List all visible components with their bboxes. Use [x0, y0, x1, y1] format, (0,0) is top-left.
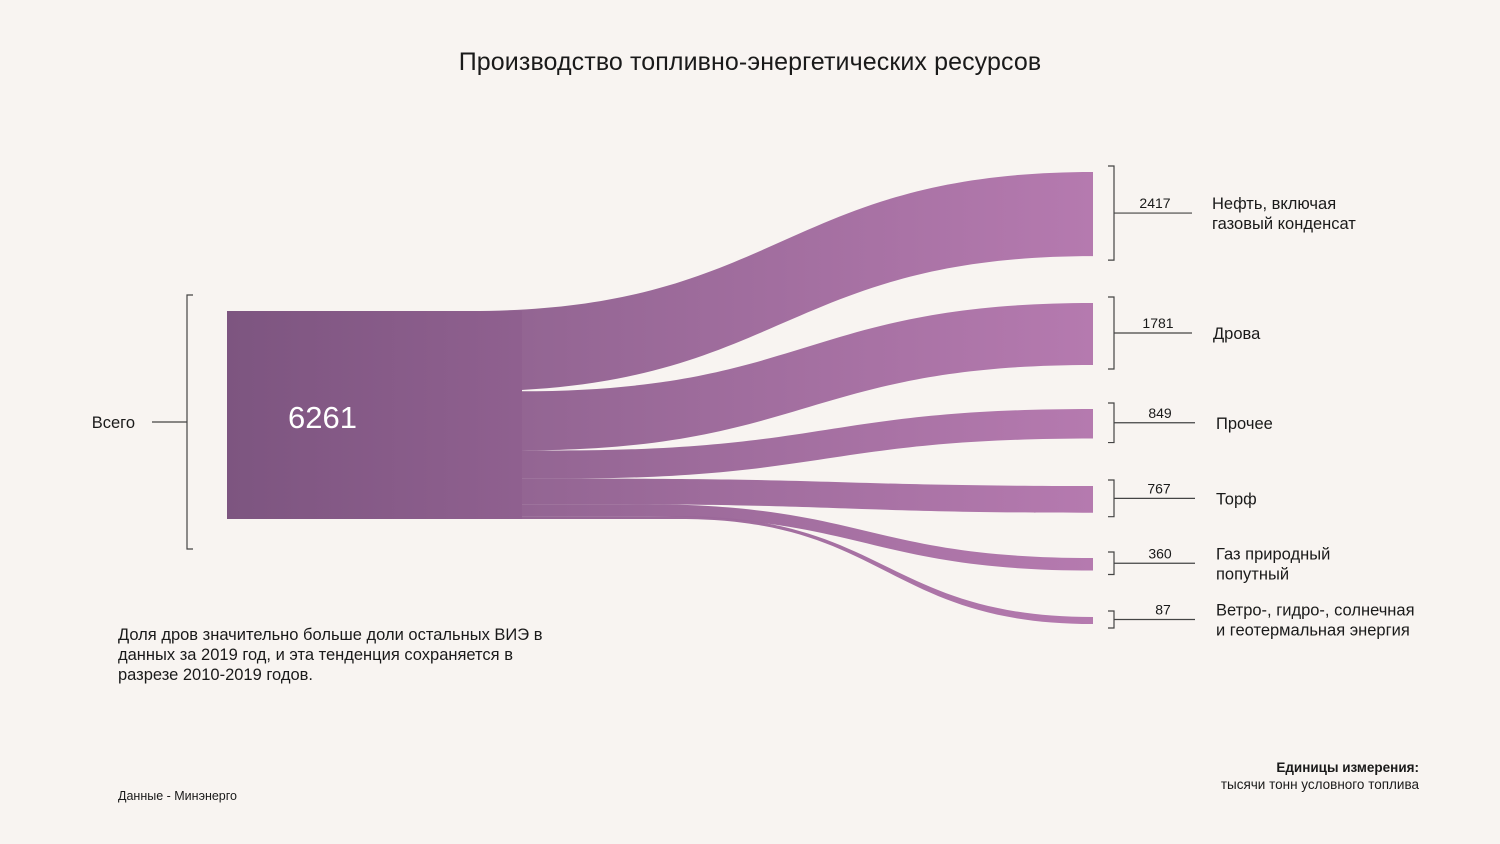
flow-band-6 [227, 516, 1093, 624]
target-value-6: 87 [1155, 602, 1171, 618]
target-bracket-1 [1108, 165, 1115, 261]
target-label-1: Нефть, включая [1212, 195, 1336, 213]
target-bracket-3 [1108, 402, 1115, 444]
source-bracket [186, 294, 193, 550]
target-value-4: 767 [1147, 480, 1171, 496]
source-label: Всего [92, 414, 135, 432]
insight-note: Доля дров значительно больше доли осталь… [118, 626, 543, 684]
target-label-5: Газ природный [1216, 545, 1330, 563]
target-label-2: Дрова [1213, 325, 1261, 343]
units-heading: Единицы измерения: [1276, 760, 1419, 775]
target-label-1: газовый конденсат [1212, 215, 1356, 233]
target-label-6: и геотермальная энергия [1216, 622, 1410, 640]
target-value-1: 2417 [1139, 195, 1170, 211]
target-label-4: Торф [1216, 490, 1257, 508]
source-node [227, 311, 522, 519]
target-bracket-6 [1108, 610, 1115, 629]
target-bracket-4 [1108, 479, 1115, 518]
units-text: тысячи тонн условного топлива [1220, 777, 1419, 792]
target-nodes-group: 2417 Нефть, включая газовый конденсат 1781 Д… [1108, 165, 1415, 640]
target-label-5: попутный [1216, 565, 1289, 583]
source-node-group: 6261 Всего [92, 294, 522, 550]
source-value-label: 6261 [288, 400, 357, 435]
target-bracket-5 [1108, 551, 1115, 576]
target-value-3: 849 [1148, 405, 1172, 421]
data-source: Данные - Минэнерго [118, 789, 237, 803]
target-label-6: Ветро-, гидро-, солнечная [1216, 602, 1415, 620]
target-bracket-2 [1108, 296, 1115, 370]
target-label-3: Прочее [1216, 415, 1273, 433]
target-value-5: 360 [1148, 545, 1172, 561]
chart-title: Производство топливно-энергетических рес… [458, 48, 1042, 76]
units-block: Единицы измерения: тысячи тонн условного… [1221, 759, 1419, 793]
target-value-2: 1781 [1142, 315, 1173, 331]
